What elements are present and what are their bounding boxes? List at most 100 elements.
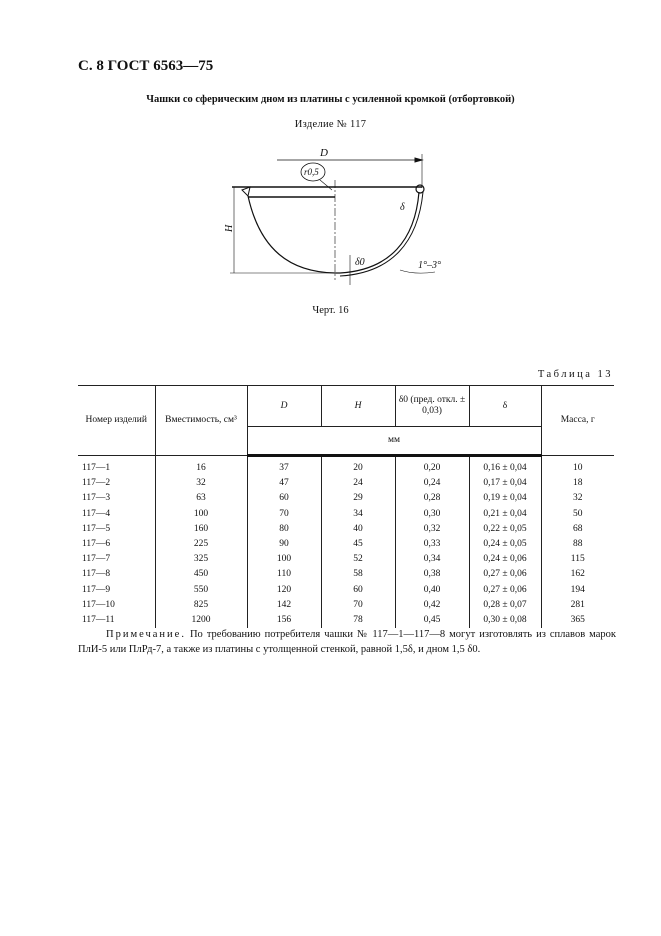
section-title: Чашки со сферическим дном из платины с у… — [146, 94, 515, 105]
table-cell: 0,24 ± 0,06 — [468, 552, 542, 568]
table-row: 117—4 100 70 34 0,30 0,21 ± 0,04 50 — [78, 506, 614, 522]
label-radius: r0,5 — [304, 167, 319, 177]
table-cell: 1200 — [154, 612, 248, 629]
table-cell: 16 — [154, 455, 248, 477]
table-cell: 29 — [320, 491, 396, 507]
table-cell: 0,24 ± 0,05 — [468, 536, 542, 553]
header-number: Номер изделий — [78, 385, 156, 456]
table-cell: 10 — [540, 455, 614, 477]
table-label: Таблица 13 — [537, 369, 613, 380]
table-cell: 45 — [320, 536, 396, 553]
table-cell: 70 — [246, 506, 322, 522]
table-cell: 60 — [246, 491, 322, 507]
table-cell: 0,30 ± 0,08 — [468, 612, 542, 629]
table-row: 117—6 225 90 45 0,33 0,24 ± 0,05 88 — [78, 536, 614, 553]
table-cell: 52 — [320, 552, 396, 568]
data-table: Номер изделий Вместимость, см³ D H δ0 (п… — [78, 385, 614, 629]
table-cell: 50 — [540, 506, 614, 522]
page-header: С. 8 ГОСТ 6563—75 — [78, 58, 214, 74]
table-cell: 115 — [540, 552, 614, 568]
table-cell: 0,30 — [394, 506, 470, 522]
table-cell: 0,27 ± 0,06 — [468, 567, 542, 583]
table-cell: 20 — [320, 455, 396, 477]
table-row: 117—11 1200 156 78 0,45 0,30 ± 0,08 365 — [78, 612, 614, 629]
table-cell: 78 — [320, 612, 396, 629]
table-row: 117—3 63 60 29 0,28 0,19 ± 0,04 32 — [78, 491, 614, 507]
table-cell: 117—6 — [78, 536, 156, 553]
table-cell: 156 — [246, 612, 322, 629]
table-cell: 0,28 ± 0,07 — [468, 597, 542, 613]
table-cell: 58 — [320, 567, 396, 583]
header-mass: Масса, г — [540, 385, 614, 456]
header-d: D — [246, 385, 322, 427]
note: Примечание. По требованию потребителя ча… — [78, 627, 616, 657]
table-cell: 100 — [154, 506, 248, 522]
table-cell: 117—5 — [78, 521, 156, 537]
table-cell: 117—8 — [78, 567, 156, 583]
table-cell: 32 — [540, 491, 614, 507]
table-cell: 0,33 — [394, 536, 470, 553]
item-label: Изделие № 117 — [294, 119, 367, 130]
table-row: 117—7 325 100 52 0,34 0,24 ± 0,06 115 — [78, 552, 614, 568]
table-cell: 0,21 ± 0,04 — [468, 506, 542, 522]
table-row: 117—8 450 110 58 0,38 0,27 ± 0,06 162 — [78, 567, 614, 583]
table-cell: 70 — [320, 597, 396, 613]
header-unit: мм — [247, 426, 541, 457]
table-cell: 162 — [540, 567, 614, 583]
table-cell: 0,28 — [394, 491, 470, 507]
header-h: H — [320, 385, 396, 427]
header-capacity: Вместимость, см³ — [154, 385, 248, 456]
note-label: Примечание. — [106, 629, 186, 640]
table-cell: 117—9 — [78, 582, 156, 598]
table-cell: 0,24 — [394, 476, 470, 492]
cup-outline — [247, 191, 420, 274]
cup-drawing: D H r0,5 δ δ0 1°–3° — [224, 147, 441, 285]
table-cell: 0,45 — [394, 612, 470, 629]
table-cell: 825 — [154, 597, 248, 613]
table-cell: 550 — [154, 582, 248, 598]
table-cell: 325 — [154, 552, 248, 568]
table-cell: 0,40 — [394, 582, 470, 598]
table-cell: 117—7 — [78, 552, 156, 568]
header-delta0: δ0 (пред. откл. ± 0,03) — [394, 385, 470, 427]
table-cell: 120 — [246, 582, 322, 598]
table-cell: 450 — [154, 567, 248, 583]
table-cell: 0,42 — [394, 597, 470, 613]
table-cell: 88 — [540, 536, 614, 553]
table-cell: 34 — [320, 506, 396, 522]
table-cell: 47 — [246, 476, 322, 492]
table-cell: 281 — [540, 597, 614, 613]
table-cell: 117—11 — [78, 612, 156, 629]
table-cell: 80 — [246, 521, 322, 537]
table-cell: 117—2 — [78, 476, 156, 492]
label-delta: δ — [400, 202, 405, 213]
table-cell: 0,34 — [394, 552, 470, 568]
table-cell: 0,16 ± 0,04 — [468, 455, 542, 477]
label-angle: 1°–3° — [418, 260, 441, 271]
table-cell: 117—1 — [78, 455, 156, 477]
table-cell: 0,20 — [394, 455, 470, 477]
table-row: 117—10 825 142 70 0,42 0,28 ± 0,07 281 — [78, 597, 614, 613]
table-cell: 63 — [154, 491, 248, 507]
table-cell: 68 — [540, 521, 614, 537]
table-cell: 117—4 — [78, 506, 156, 522]
header-delta: δ — [468, 385, 542, 427]
note-text: По требованию потребителя чашки № 117—1—… — [78, 629, 616, 655]
table-cell: 0,32 — [394, 521, 470, 537]
table-cell: 0,22 ± 0,05 — [468, 521, 542, 537]
table-cell: 0,17 ± 0,04 — [468, 476, 542, 492]
table-cell: 160 — [154, 521, 248, 537]
table-cell: 365 — [540, 612, 614, 629]
label-delta0: δ0 — [355, 257, 365, 268]
table-cell: 100 — [246, 552, 322, 568]
label-h: H — [224, 224, 235, 233]
table-cell: 18 — [540, 476, 614, 492]
table-cell: 225 — [154, 536, 248, 553]
table-row: 117—5 160 80 40 0,32 0,22 ± 0,05 68 — [78, 521, 614, 537]
label-d: D — [319, 147, 328, 159]
table-row: 117—2 32 47 24 0,24 0,17 ± 0,04 18 — [78, 476, 614, 492]
table-cell: 24 — [320, 476, 396, 492]
table-cell: 60 — [320, 582, 396, 598]
table-cell: 37 — [246, 455, 322, 477]
